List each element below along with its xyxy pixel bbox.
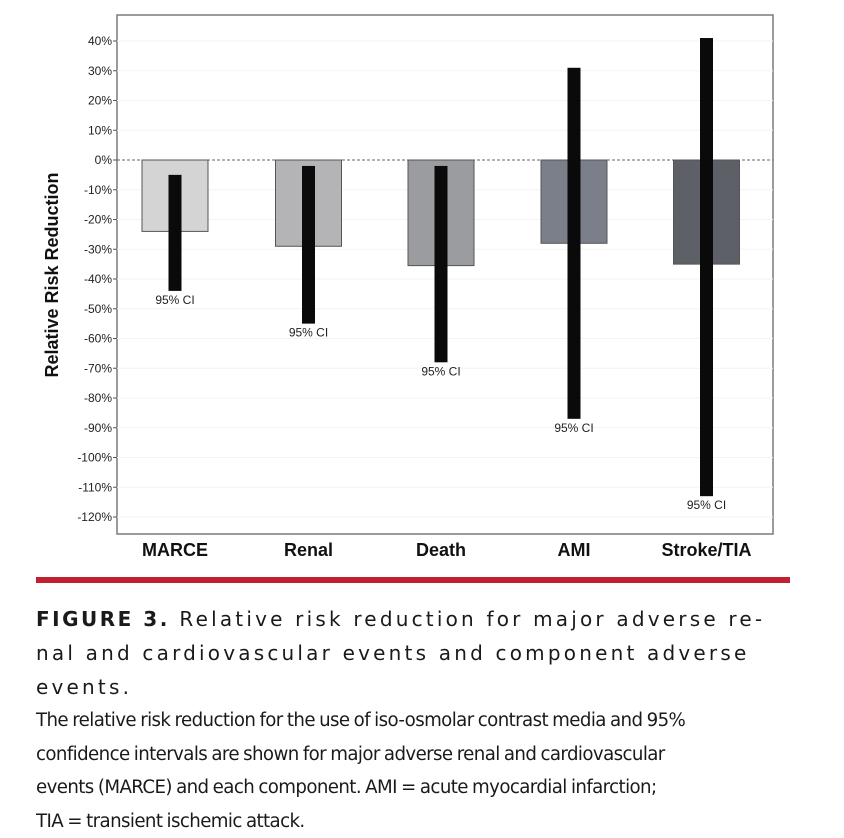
caption-title: FIGURE 3. Relative risk reduction for ma… (36, 602, 796, 704)
y-tick-label: -10% (84, 183, 112, 197)
y-tick-label: -90% (84, 421, 112, 435)
y-tick-label: -100% (77, 451, 112, 465)
caption-title-line2: nal and cardiovascular events and compon… (36, 641, 749, 699)
ci-label: 95% CI (421, 364, 460, 378)
y-tick-label: 40% (88, 34, 112, 48)
y-axis-label: Relative Risk Reduction (42, 172, 62, 377)
caption-body-line: The relative risk reduction for the use … (36, 704, 796, 738)
y-tick-label: -70% (84, 361, 112, 375)
ci-bar-ami (568, 68, 581, 419)
y-tick-label: -30% (84, 242, 112, 256)
y-tick-label: -80% (84, 391, 112, 405)
y-tick-label: 30% (88, 64, 112, 78)
bar-chart: 95% CI 95% CI 95% CI 95% CI 95% CI 40% 30% 20%… (0, 0, 844, 575)
x-category-label: Death (416, 540, 466, 560)
caption-body-line: events (MARCE) and each component. AMI =… (36, 771, 796, 805)
caption-body: The relative risk reduction for the use … (36, 704, 796, 838)
y-tick-label: -120% (77, 510, 112, 524)
x-category-label: Renal (284, 540, 333, 560)
ci-bar-marce (169, 175, 182, 291)
y-tick-label: -40% (84, 272, 112, 286)
ci-bar-renal (302, 166, 315, 324)
y-tick-label: -60% (84, 332, 112, 346)
x-category-label: MARCE (142, 540, 208, 560)
y-tick-label: -110% (78, 480, 112, 494)
ci-label: 95% CI (687, 498, 726, 512)
ci-label: 95% CI (554, 421, 593, 435)
x-category-label: AMI (558, 540, 591, 560)
figure-label: FIGURE 3. (36, 607, 170, 631)
caption-rule (36, 577, 790, 583)
ci-label: 95% CI (155, 293, 194, 307)
y-tick-label: -20% (84, 213, 112, 227)
ci-bar-death (435, 166, 448, 362)
caption-body-line: TIA = transient ischemic attack. (36, 805, 796, 838)
y-tick-label: 20% (88, 94, 112, 108)
caption-title-line1: Relative risk reduction for major advers… (179, 607, 765, 631)
y-tick-label: -50% (84, 302, 112, 316)
ci-bar-stroketia (700, 38, 713, 496)
y-tick-label: 10% (88, 123, 112, 137)
caption-body-line: confidence intervals are shown for major… (36, 738, 796, 772)
y-tick-label: 0% (95, 153, 113, 167)
ci-label: 95% CI (289, 326, 328, 340)
x-category-label: Stroke/TIA (661, 540, 751, 560)
figure-caption: FIGURE 3. Relative risk reduction for ma… (36, 602, 796, 838)
